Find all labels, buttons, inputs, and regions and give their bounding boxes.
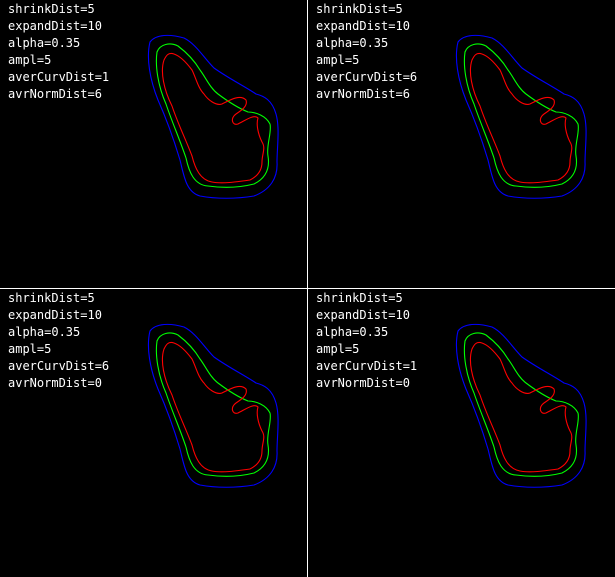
param-avercurvdist: averCurvDist=6	[8, 359, 110, 373]
parameter-list: shrinkDist=5 expandDist=10 alpha=0.35 am…	[8, 290, 109, 392]
param-expanddist: expandDist=10	[316, 308, 410, 322]
inner-contour	[469, 52, 573, 184]
outer-contour	[147, 323, 279, 488]
param-shrinkdist: shrinkDist=5	[8, 2, 95, 16]
outer-contour	[455, 34, 587, 199]
parameter-list: shrinkDist=5 expandDist=10 alpha=0.35 am…	[316, 290, 417, 392]
contour-plot	[147, 323, 279, 488]
param-expanddist: expandDist=10	[316, 19, 410, 33]
param-avrnormdist: avrNormDist=0	[316, 376, 410, 390]
parameter-list: shrinkDist=5 expandDist=10 alpha=0.35 am…	[316, 1, 417, 103]
param-avrnormdist: avrNormDist=0	[8, 376, 102, 390]
middle-contour	[463, 43, 579, 188]
panel-bottom-right: shrinkDist=5 expandDist=10 alpha=0.35 am…	[308, 289, 615, 577]
param-avercurvdist: averCurvDist=1	[8, 70, 110, 84]
contour-plot	[455, 34, 587, 199]
inner-contour	[161, 341, 265, 473]
param-ampl: ampl=5	[8, 342, 52, 356]
panel-top-left: shrinkDist=5 expandDist=10 alpha=0.35 am…	[0, 0, 307, 288]
panel-bottom-left: shrinkDist=5 expandDist=10 alpha=0.35 am…	[0, 289, 307, 577]
outer-contour	[455, 323, 587, 488]
param-ampl: ampl=5	[316, 53, 360, 67]
panel-top-right: shrinkDist=5 expandDist=10 alpha=0.35 am…	[308, 0, 615, 288]
param-ampl: ampl=5	[8, 53, 52, 67]
middle-contour	[155, 332, 271, 477]
inner-contour	[161, 52, 265, 184]
param-alpha: alpha=0.35	[8, 36, 81, 50]
param-alpha: alpha=0.35	[316, 325, 389, 339]
param-shrinkdist: shrinkDist=5	[316, 291, 403, 305]
parameter-list: shrinkDist=5 expandDist=10 alpha=0.35 am…	[8, 1, 109, 103]
contour-plot	[455, 323, 587, 488]
param-avercurvdist: averCurvDist=6	[316, 70, 418, 84]
inner-contour	[469, 341, 573, 473]
param-avrnormdist: avrNormDist=6	[316, 87, 410, 101]
param-expanddist: expandDist=10	[8, 19, 102, 33]
param-alpha: alpha=0.35	[8, 325, 81, 339]
param-avercurvdist: averCurvDist=1	[316, 359, 418, 373]
param-alpha: alpha=0.35	[316, 36, 389, 50]
param-shrinkdist: shrinkDist=5	[8, 291, 95, 305]
middle-contour	[155, 43, 271, 188]
param-shrinkdist: shrinkDist=5	[316, 2, 403, 16]
outer-contour	[147, 34, 279, 199]
horizontal-divider	[0, 288, 615, 289]
contour-plot	[147, 34, 279, 199]
param-avrnormdist: avrNormDist=6	[8, 87, 102, 101]
param-ampl: ampl=5	[316, 342, 360, 356]
middle-contour	[463, 332, 579, 477]
param-expanddist: expandDist=10	[8, 308, 102, 322]
